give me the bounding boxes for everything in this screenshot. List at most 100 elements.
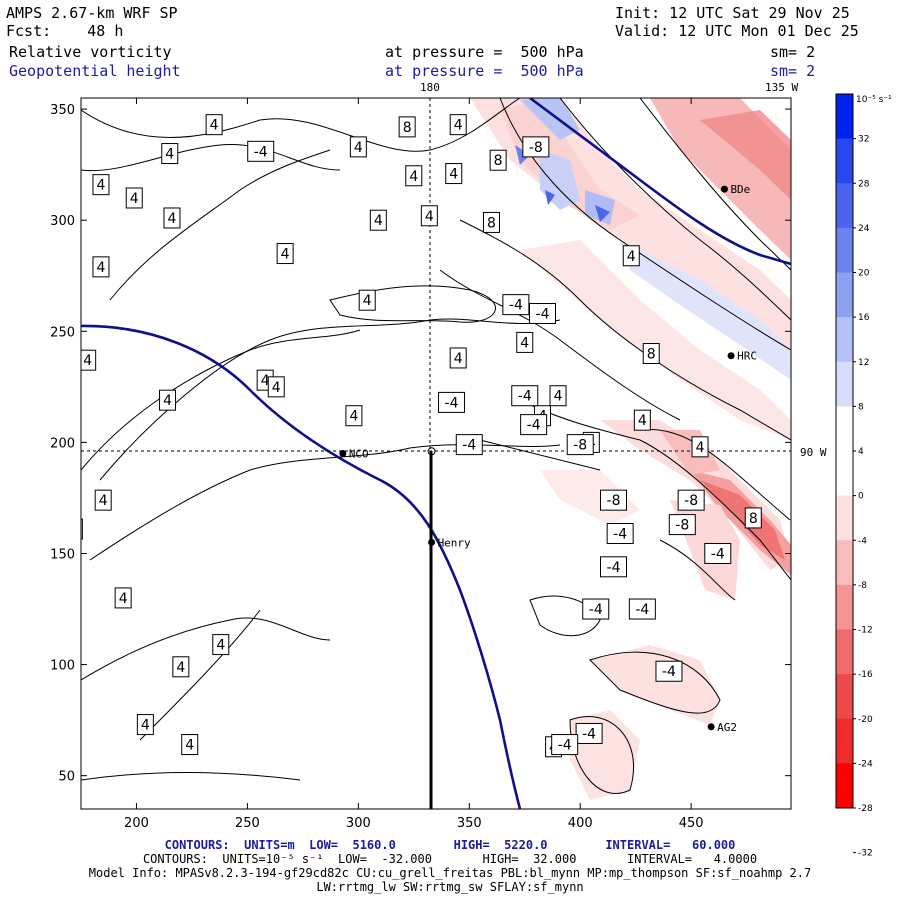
y-tick-label: 100 — [50, 659, 75, 674]
x-tick-label: 300 — [346, 816, 371, 831]
contour-label-box — [502, 294, 530, 316]
contour-label-box — [449, 347, 467, 369]
colorbar-swatch — [836, 629, 853, 675]
colorbar-swatch — [836, 718, 853, 764]
station-label: BDe — [730, 183, 750, 196]
contour-label-box — [125, 187, 143, 209]
contour-label: 4 — [363, 293, 372, 309]
x-tick-label: 350 — [457, 816, 482, 831]
station-dot — [339, 450, 347, 457]
contour-label-box — [276, 243, 294, 265]
contour-label: -4 — [589, 602, 603, 618]
contour-label: -8 — [675, 518, 689, 534]
y-tick-label: 350 — [50, 103, 75, 118]
contour-label: 8 — [647, 347, 656, 363]
contour-label-box — [267, 376, 285, 398]
station-label: HRC — [737, 350, 757, 363]
plot-frame — [80, 97, 792, 810]
y-tick-label: 50 — [58, 770, 75, 785]
colorbar-swatch — [836, 763, 853, 809]
field1-name: Relative vorticity — [9, 43, 172, 61]
contour-label: 4 — [520, 335, 529, 351]
colorbar-swatch — [836, 540, 853, 586]
contour-label-box — [136, 714, 154, 736]
station-label: NCO — [349, 448, 369, 461]
x-tick-label: 250 — [235, 816, 260, 831]
station-dot — [707, 723, 715, 731]
contour-label-box — [566, 434, 594, 456]
forecast-hour: Fcst: 48 h — [6, 22, 124, 40]
contour-label: 4 — [638, 413, 647, 429]
contour-label: 4 — [374, 213, 383, 229]
contour-label: 4 — [163, 393, 172, 409]
contour-label: 4 — [176, 660, 185, 676]
contour-label-box — [628, 598, 656, 620]
contour-label: 4 — [696, 440, 705, 456]
valid-time: Valid: 12 UTC Mon 01 Dec 25 — [615, 22, 859, 40]
contour-label-box — [81, 518, 83, 540]
colorbar-tick-label: 0 — [858, 492, 864, 502]
contour-label: 4 — [210, 118, 219, 134]
contour-label-box — [438, 391, 466, 413]
contour-label-box — [668, 514, 696, 536]
contour-label-box — [163, 207, 181, 229]
contour-label-box — [511, 385, 539, 407]
contour-label-box — [92, 256, 110, 278]
crosshair-marker — [427, 447, 436, 456]
colorbar-swatch — [836, 138, 853, 184]
colorbar-tick-label: -16 — [858, 670, 873, 680]
contour-label-box — [549, 385, 567, 407]
contour-label-box — [212, 634, 230, 656]
contour-label: 4 — [168, 211, 177, 227]
contour-label: 4 — [272, 380, 281, 396]
contour-label: -4 — [607, 560, 621, 576]
colorbar-unit: 10⁻⁵ s⁻¹ — [856, 95, 892, 105]
contour-label: 4 — [97, 260, 106, 276]
x-tick-label: 200 — [124, 816, 149, 831]
contour-label: 4 — [165, 147, 174, 163]
contour-label: 8 — [749, 511, 758, 527]
contour-label-box — [642, 343, 660, 365]
colorbar-swatch — [836, 674, 853, 720]
contour-label: 4 — [130, 191, 139, 207]
contour-label: -4 — [462, 438, 476, 454]
model-info-radiation: LW:rrtmg_lw SW:rrtmg_sw SFLAY:sf_mynn — [316, 880, 584, 894]
lon-90w-label: 90 W — [800, 446, 827, 459]
contour-label: -4 — [662, 664, 676, 680]
contour-label-box — [600, 556, 627, 578]
model-info: Model Info: MPASv8.2.3-194-gf29cd82c CU:… — [88, 866, 812, 880]
contour-label-box — [704, 542, 732, 564]
x-tick-label: 450 — [679, 816, 704, 831]
contour-label-box — [345, 405, 363, 427]
colorbar-tick-label: 8 — [858, 402, 864, 412]
contour-label-box — [655, 660, 683, 682]
contour-label-box — [114, 587, 132, 609]
contour-label-box — [455, 434, 483, 456]
contour-label-box — [405, 165, 423, 187]
contour-label: 4 — [61, 229, 70, 245]
contour-label: 4 — [216, 638, 225, 654]
contour-label: -4 — [711, 546, 725, 562]
contour-label: 4 — [99, 493, 108, 509]
contour-label: -8 — [607, 493, 621, 509]
colorbar-tick-label: -28 — [858, 804, 873, 814]
contour-label: -4 — [527, 418, 541, 434]
x-tick-label: 400 — [568, 816, 593, 831]
contour-label-box — [482, 211, 500, 233]
contour-label-box — [516, 331, 534, 353]
station-label: AG2 — [717, 721, 737, 734]
colorbar-swatch — [836, 584, 853, 630]
contour-label: 4 — [97, 178, 106, 194]
contour-label: 4 — [261, 373, 270, 389]
contour-label-box — [398, 116, 416, 138]
contour-label-box — [575, 722, 603, 744]
colorbar-tick-label: 12 — [858, 358, 869, 368]
colorbar-tick-label: 20 — [858, 269, 870, 279]
colorbar-swatch — [836, 183, 853, 229]
contour-label: -8 — [684, 493, 698, 509]
colorbar-swatch — [836, 94, 853, 140]
y-tick-label: 250 — [50, 325, 75, 340]
contour-label: 4 — [354, 140, 363, 156]
colorbar-tick-label: -8 — [858, 581, 867, 591]
contour-label: 4 — [119, 591, 128, 607]
